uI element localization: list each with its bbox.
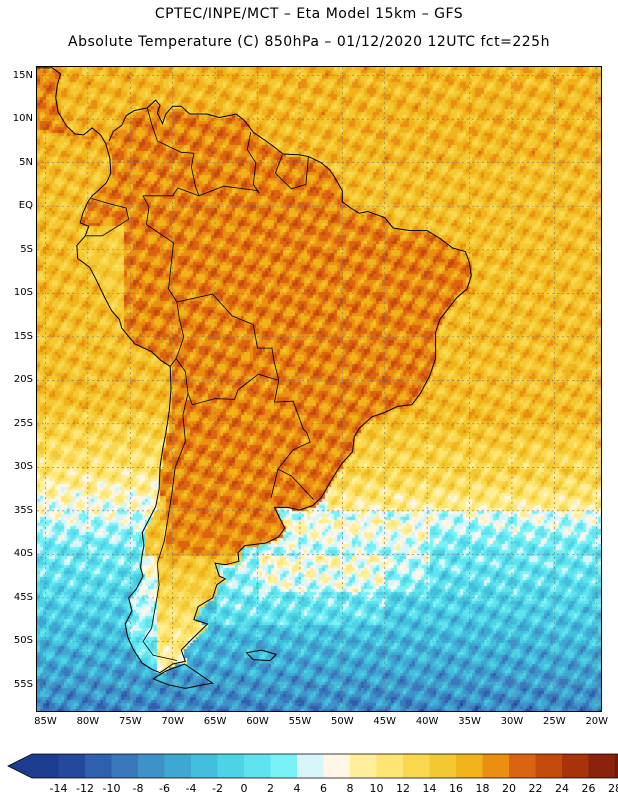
temperature-field-canvas — [37, 67, 601, 711]
country-borders — [85, 107, 314, 661]
colorbar-label: -12 — [76, 782, 94, 795]
country-border-line — [142, 185, 260, 244]
colorbar-label: -2 — [212, 782, 223, 795]
colorbar-label: 16 — [449, 782, 463, 795]
lat-label: 35S — [13, 504, 33, 516]
colorbar-swatch — [32, 754, 59, 778]
colorbar-label: 18 — [475, 782, 490, 795]
colorbar-label: 0 — [240, 782, 248, 795]
lon-label: 25W — [543, 716, 566, 727]
colorbar-swatch — [350, 754, 377, 778]
lon-label: 65W — [203, 716, 227, 727]
lon-label: 60W — [246, 716, 269, 727]
colorbar-label: 22 — [528, 782, 543, 795]
falkland-islands-outline — [245, 649, 278, 662]
colorbar-swatch — [456, 754, 483, 778]
lat-label: 10N — [12, 113, 33, 125]
lon-label: 80W — [76, 716, 100, 727]
colorbar-swatch — [217, 754, 245, 778]
lat-label: 5N — [19, 156, 33, 168]
map-overlay — [37, 67, 601, 711]
colorbar-swatch — [562, 754, 589, 778]
south-america-coastline — [37, 67, 472, 674]
lat-label: 40S — [13, 548, 33, 560]
colorbar-swatch — [615, 754, 618, 778]
colorbar-label: -10 — [102, 782, 121, 795]
lon-label: 70W — [161, 716, 184, 727]
country-border-line — [85, 198, 130, 237]
colorbar-swatch — [482, 754, 510, 778]
lon-label: 50W — [331, 716, 354, 727]
colorbar-swatch — [297, 754, 324, 778]
colorbar-swatch — [588, 754, 616, 778]
lat-label: 15S — [13, 330, 33, 342]
colorbar-label: 6 — [320, 782, 327, 795]
colorbar-swatch — [403, 754, 430, 778]
colorbar-label: 14 — [422, 782, 437, 795]
colorbar-label: -6 — [159, 782, 170, 795]
colorbar-swatch — [509, 754, 536, 778]
country-border-line — [274, 155, 309, 190]
lat-label: 5S — [20, 243, 33, 255]
country-border-line — [175, 358, 279, 406]
colorbar-label: 12 — [396, 782, 410, 795]
colorbar-label: 24 — [555, 782, 569, 795]
colorbar-swatch — [164, 754, 192, 778]
colorbar-swatch — [85, 754, 112, 778]
country-border-line — [246, 132, 260, 194]
colorbar-label: 26 — [581, 782, 596, 795]
colorbar-label: -8 — [132, 782, 144, 795]
lon-label: 40W — [415, 716, 439, 727]
lat-label: 55S — [13, 678, 33, 690]
colorbar-outline — [7, 753, 618, 779]
map-title-line-1: CPTEC/INPE/MCT – Eta Model 15km – GFS — [154, 6, 464, 22]
colorbar-swatch — [376, 754, 404, 778]
tierra-del-fuego-outline — [152, 663, 214, 689]
colorbar-label: 10 — [369, 782, 384, 795]
lat-label: 15N — [12, 69, 33, 81]
temperature-colorbar — [7, 753, 618, 779]
country-border-line — [168, 242, 185, 367]
lat-label: 45S — [13, 591, 33, 603]
country-border-line — [146, 107, 200, 196]
colorbar-label: -4 — [185, 782, 197, 795]
colorbar-label: 28 — [608, 782, 618, 795]
lon-label: 85W — [34, 716, 57, 727]
lon-label: 55W — [288, 716, 312, 727]
colorbar-label: -14 — [49, 782, 68, 795]
colorbar-swatch — [138, 754, 165, 778]
colorbar-swatch — [58, 754, 86, 778]
country-border-line — [270, 380, 311, 498]
colorbar-swatch — [270, 754, 298, 778]
lon-label: 75W — [118, 716, 142, 727]
colorbar-low-arrow — [8, 754, 32, 778]
lon-label: 45W — [373, 716, 397, 727]
lat-label: 25S — [13, 417, 33, 429]
colorbar-swatch — [244, 754, 271, 778]
map-title-line-2: Absolute Temperature (C) 850hPa – 01/12/… — [68, 34, 550, 50]
colorbar-label: 4 — [293, 782, 301, 795]
lat-label: 20S — [13, 374, 33, 386]
country-border-line — [176, 293, 280, 381]
colorbar-swatch — [535, 754, 563, 778]
lat-label: 30S — [13, 461, 33, 473]
lat-label: 50S — [13, 635, 33, 647]
lon-label: 20W — [585, 716, 609, 727]
colorbar-swatch — [191, 754, 218, 778]
lat-label: 10S — [13, 287, 33, 299]
lat-lon-gridlines — [37, 67, 601, 711]
temperature-map-plot — [36, 66, 602, 712]
lat-label: EQ — [18, 200, 33, 212]
country-border-line — [142, 393, 189, 661]
country-border-line — [277, 468, 314, 500]
lon-label: 30W — [500, 716, 524, 727]
colorbar-label: 2 — [267, 782, 274, 795]
colorbar-swatch — [323, 754, 351, 778]
colorbar-label: 8 — [346, 782, 354, 795]
colorbar-swatch — [429, 754, 457, 778]
colorbar-swatch — [111, 754, 139, 778]
lon-label: 35W — [458, 716, 481, 727]
colorbar-label: 20 — [502, 782, 516, 795]
